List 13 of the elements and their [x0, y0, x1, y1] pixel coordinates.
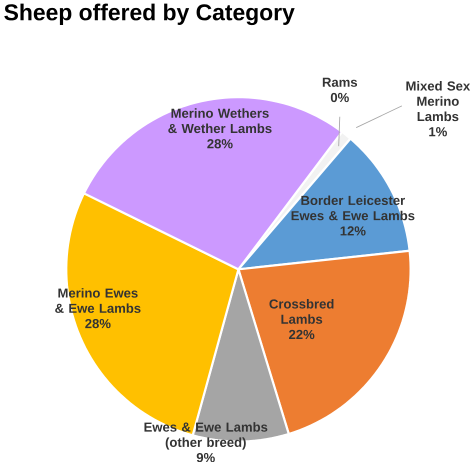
slice-label: Crossbred Lambs: [269, 298, 334, 324]
data-label: 28%: [85, 318, 111, 328]
text: 0%: [330, 92, 349, 102]
category-label: Rams: [322, 78, 358, 87]
chart-title: Sheep offered by Category: [4, 4, 295, 25]
data-label: 12%: [340, 226, 366, 236]
slice-label: Mixed Sex Merino Lambs: [406, 80, 470, 122]
data-label: 1%: [429, 127, 447, 136]
slice-label: Ewes & Ewe Lambs (other breed): [144, 422, 268, 450]
data-label: 28%: [207, 139, 233, 148]
data-label: 9%: [196, 452, 215, 462]
slice-label: Merino Wethers & Wether Lambs: [168, 108, 272, 134]
data-label: 22%: [289, 330, 314, 339]
